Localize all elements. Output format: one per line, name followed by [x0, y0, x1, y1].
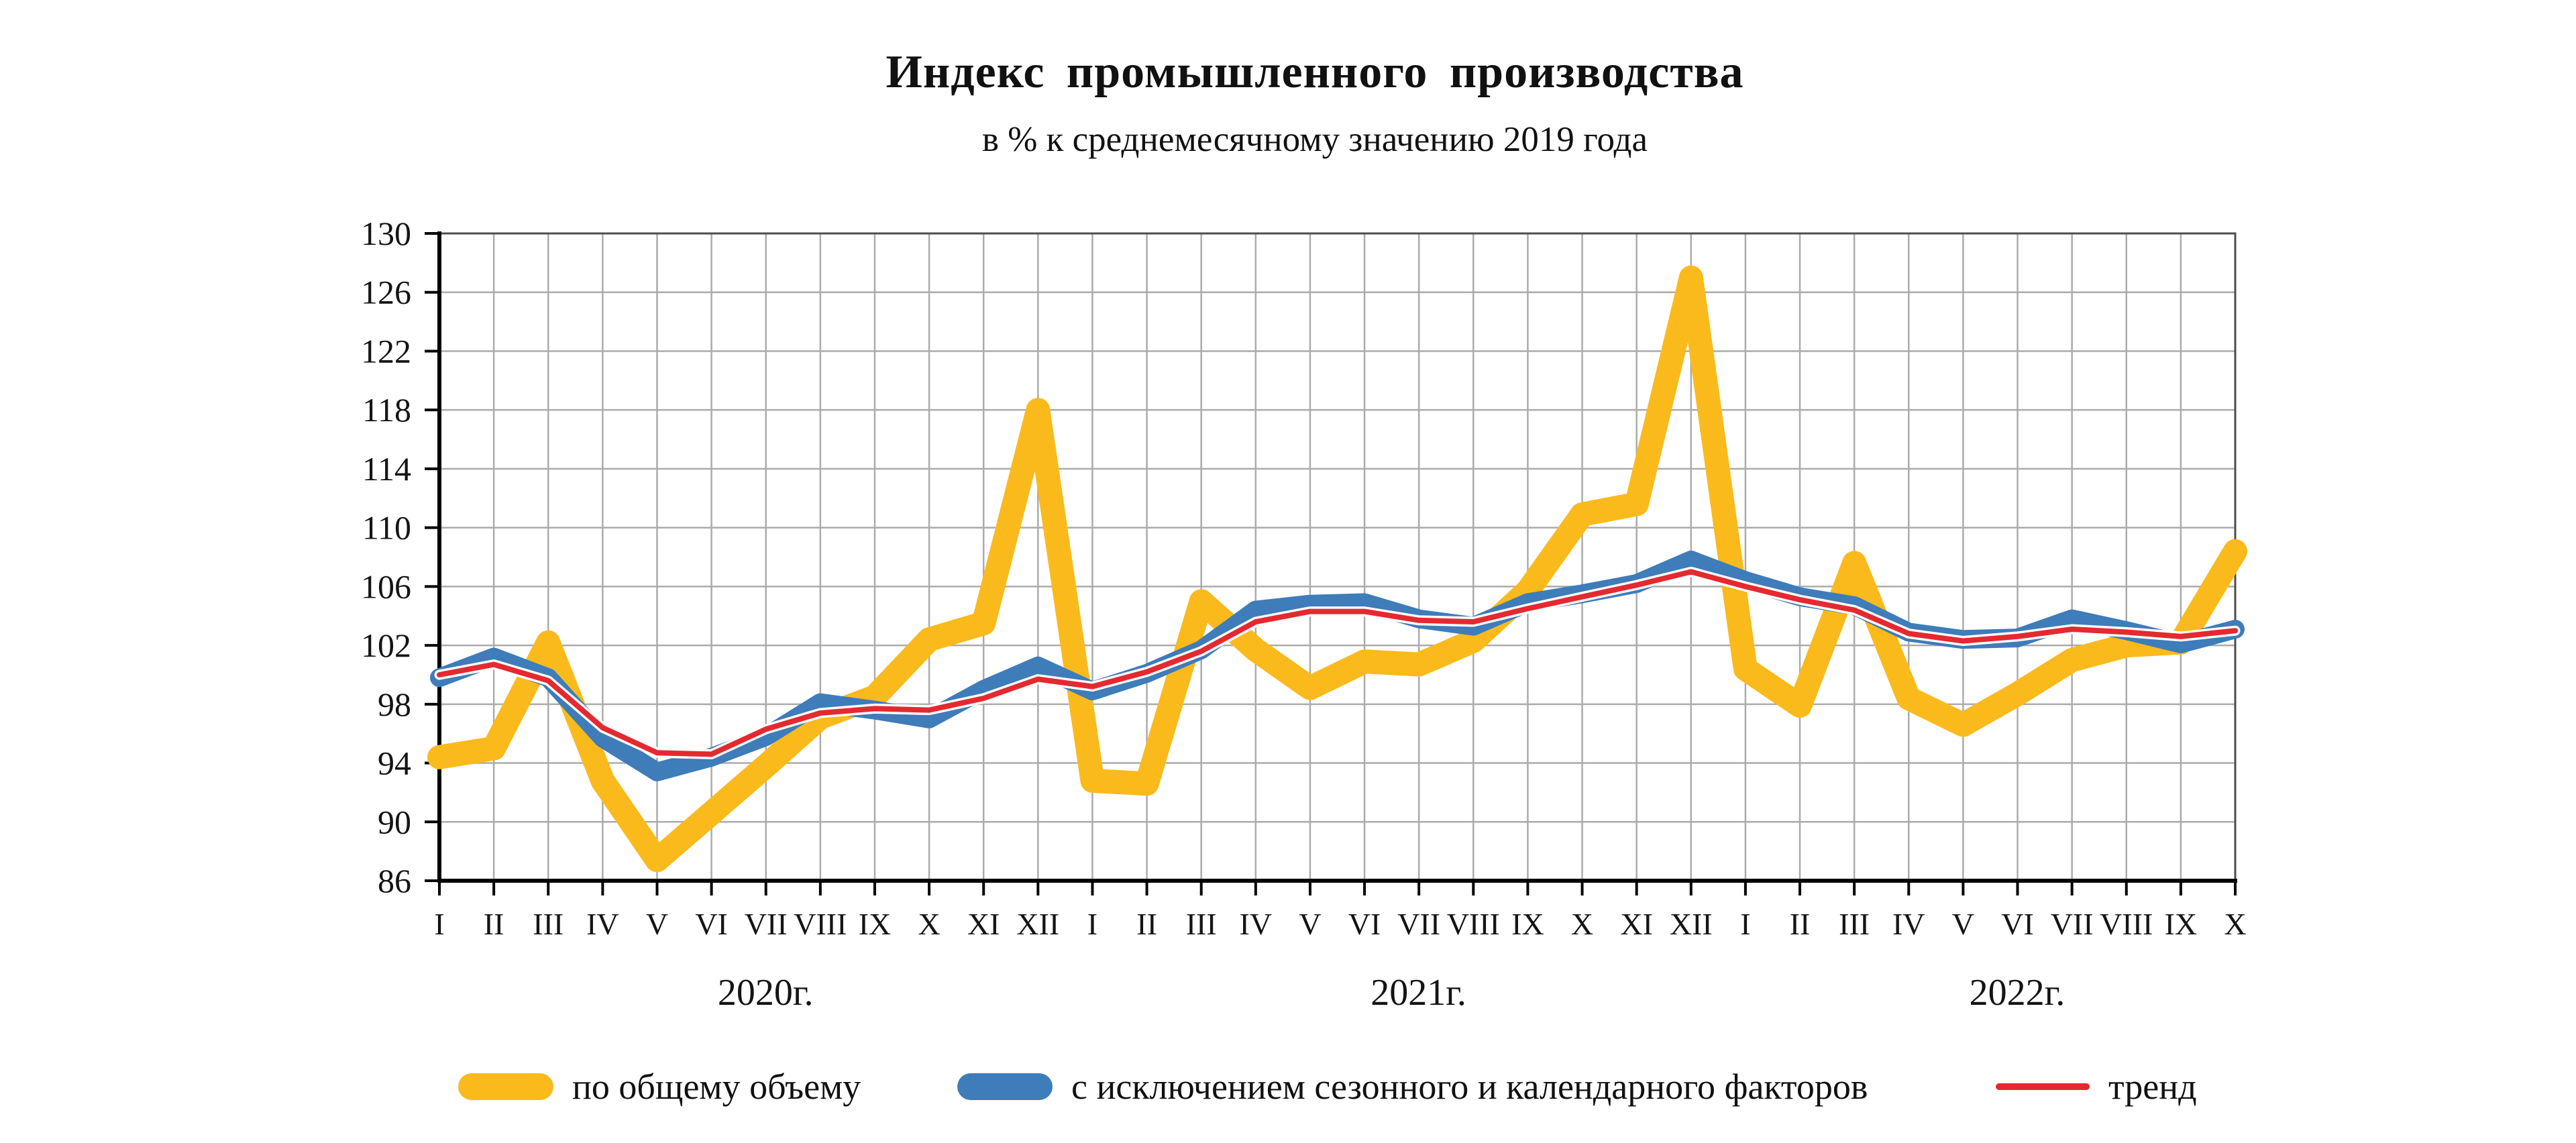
- x-axis-label: V: [1299, 907, 1321, 941]
- x-axis-label: VII: [1397, 907, 1440, 941]
- x-axis-label: VII: [2051, 907, 2094, 941]
- year-label: 2021г.: [1371, 972, 1466, 1014]
- x-axis-label: VI: [1348, 907, 1381, 941]
- x-axis-label: III: [1186, 907, 1217, 941]
- x-axis-label: IV: [1240, 907, 1273, 941]
- x-axis-label: II: [1136, 907, 1157, 941]
- x-axis-label: II: [1790, 907, 1811, 941]
- x-axis-label: VIII: [794, 907, 847, 941]
- x-axis-label: X: [918, 907, 940, 941]
- x-axis-label: I: [434, 907, 444, 941]
- y-axis-label: 98: [378, 686, 411, 723]
- x-axis-label: II: [484, 907, 504, 941]
- year-label: 2020г.: [718, 972, 814, 1014]
- x-axis-label: V: [646, 907, 668, 941]
- x-axis-label: IV: [1892, 907, 1925, 941]
- y-axis-label: 130: [361, 215, 411, 252]
- series-line-0: [427, 265, 2247, 873]
- x-axis-label: X: [1571, 907, 1593, 941]
- x-axis-label: IX: [859, 907, 892, 941]
- x-axis-label: XI: [1620, 907, 1653, 941]
- x-axis-label: IX: [1511, 907, 1544, 941]
- x-axis-label: I: [1740, 907, 1750, 941]
- x-axis-label: X: [2224, 907, 2246, 941]
- y-axis-label: 90: [378, 803, 411, 840]
- y-axis-label: 118: [362, 391, 411, 429]
- y-axis-label: 106: [361, 567, 411, 605]
- x-axis-label: IV: [586, 907, 619, 941]
- y-axis-label: 126: [361, 274, 411, 311]
- series-line-2: [437, 569, 2238, 757]
- x-axis-label: VI: [695, 907, 728, 941]
- y-axis-labels: 86 90 94 98 102 106 110 114 118 122 126 130: [361, 215, 411, 900]
- x-axis-label: I: [1087, 907, 1097, 941]
- gridlines: [439, 232, 2237, 882]
- year-label: 2022г.: [1970, 972, 2065, 1014]
- chart-title: Индекс промышленного производства: [885, 46, 1744, 98]
- y-axis-label: 86: [378, 862, 411, 900]
- x-axis-label: IX: [2165, 907, 2198, 941]
- x-axis-label: VII: [745, 907, 788, 941]
- y-axis-label: 114: [362, 450, 411, 488]
- y-axis-label: 122: [361, 332, 411, 370]
- x-axis-label: III: [1839, 907, 1870, 941]
- x-axis-label: XII: [1016, 907, 1059, 941]
- axes: [425, 231, 2237, 895]
- chart-subtitle: в % к среднемесячному значению 2019 года: [981, 120, 1648, 159]
- plot-border: [438, 232, 2237, 882]
- y-axis-label: 94: [378, 745, 411, 782]
- x-axis-label: XII: [1670, 907, 1713, 941]
- x-axis-label: VI: [2001, 907, 2034, 941]
- y-axis-label: 102: [361, 627, 411, 664]
- x-axis-labels: I II III IV V VI VII VIII IX X XI XII I II III IV V VI VII…: [434, 907, 2246, 941]
- x-axis-label: VIII: [2100, 907, 2153, 941]
- x-axis-label: XI: [967, 907, 1000, 941]
- x-axis-label: V: [1952, 907, 1974, 941]
- x-axis-label: III: [533, 907, 564, 941]
- year-labels: 2020г. 2021г. 2022г.: [718, 972, 2065, 1014]
- x-axis-label: VIII: [1447, 907, 1500, 941]
- y-axis-label: 110: [362, 509, 411, 547]
